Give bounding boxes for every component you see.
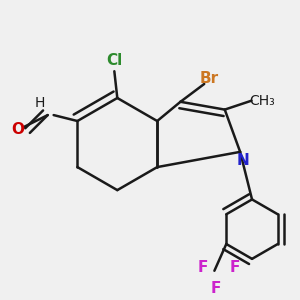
Text: F: F <box>211 281 221 296</box>
Text: Cl: Cl <box>106 53 122 68</box>
Text: Br: Br <box>199 70 218 86</box>
Text: CH₃: CH₃ <box>249 94 275 108</box>
Text: H: H <box>35 96 45 110</box>
Text: F: F <box>230 260 240 275</box>
Text: F: F <box>197 260 208 275</box>
Text: N: N <box>237 153 250 168</box>
Text: O: O <box>11 122 25 137</box>
